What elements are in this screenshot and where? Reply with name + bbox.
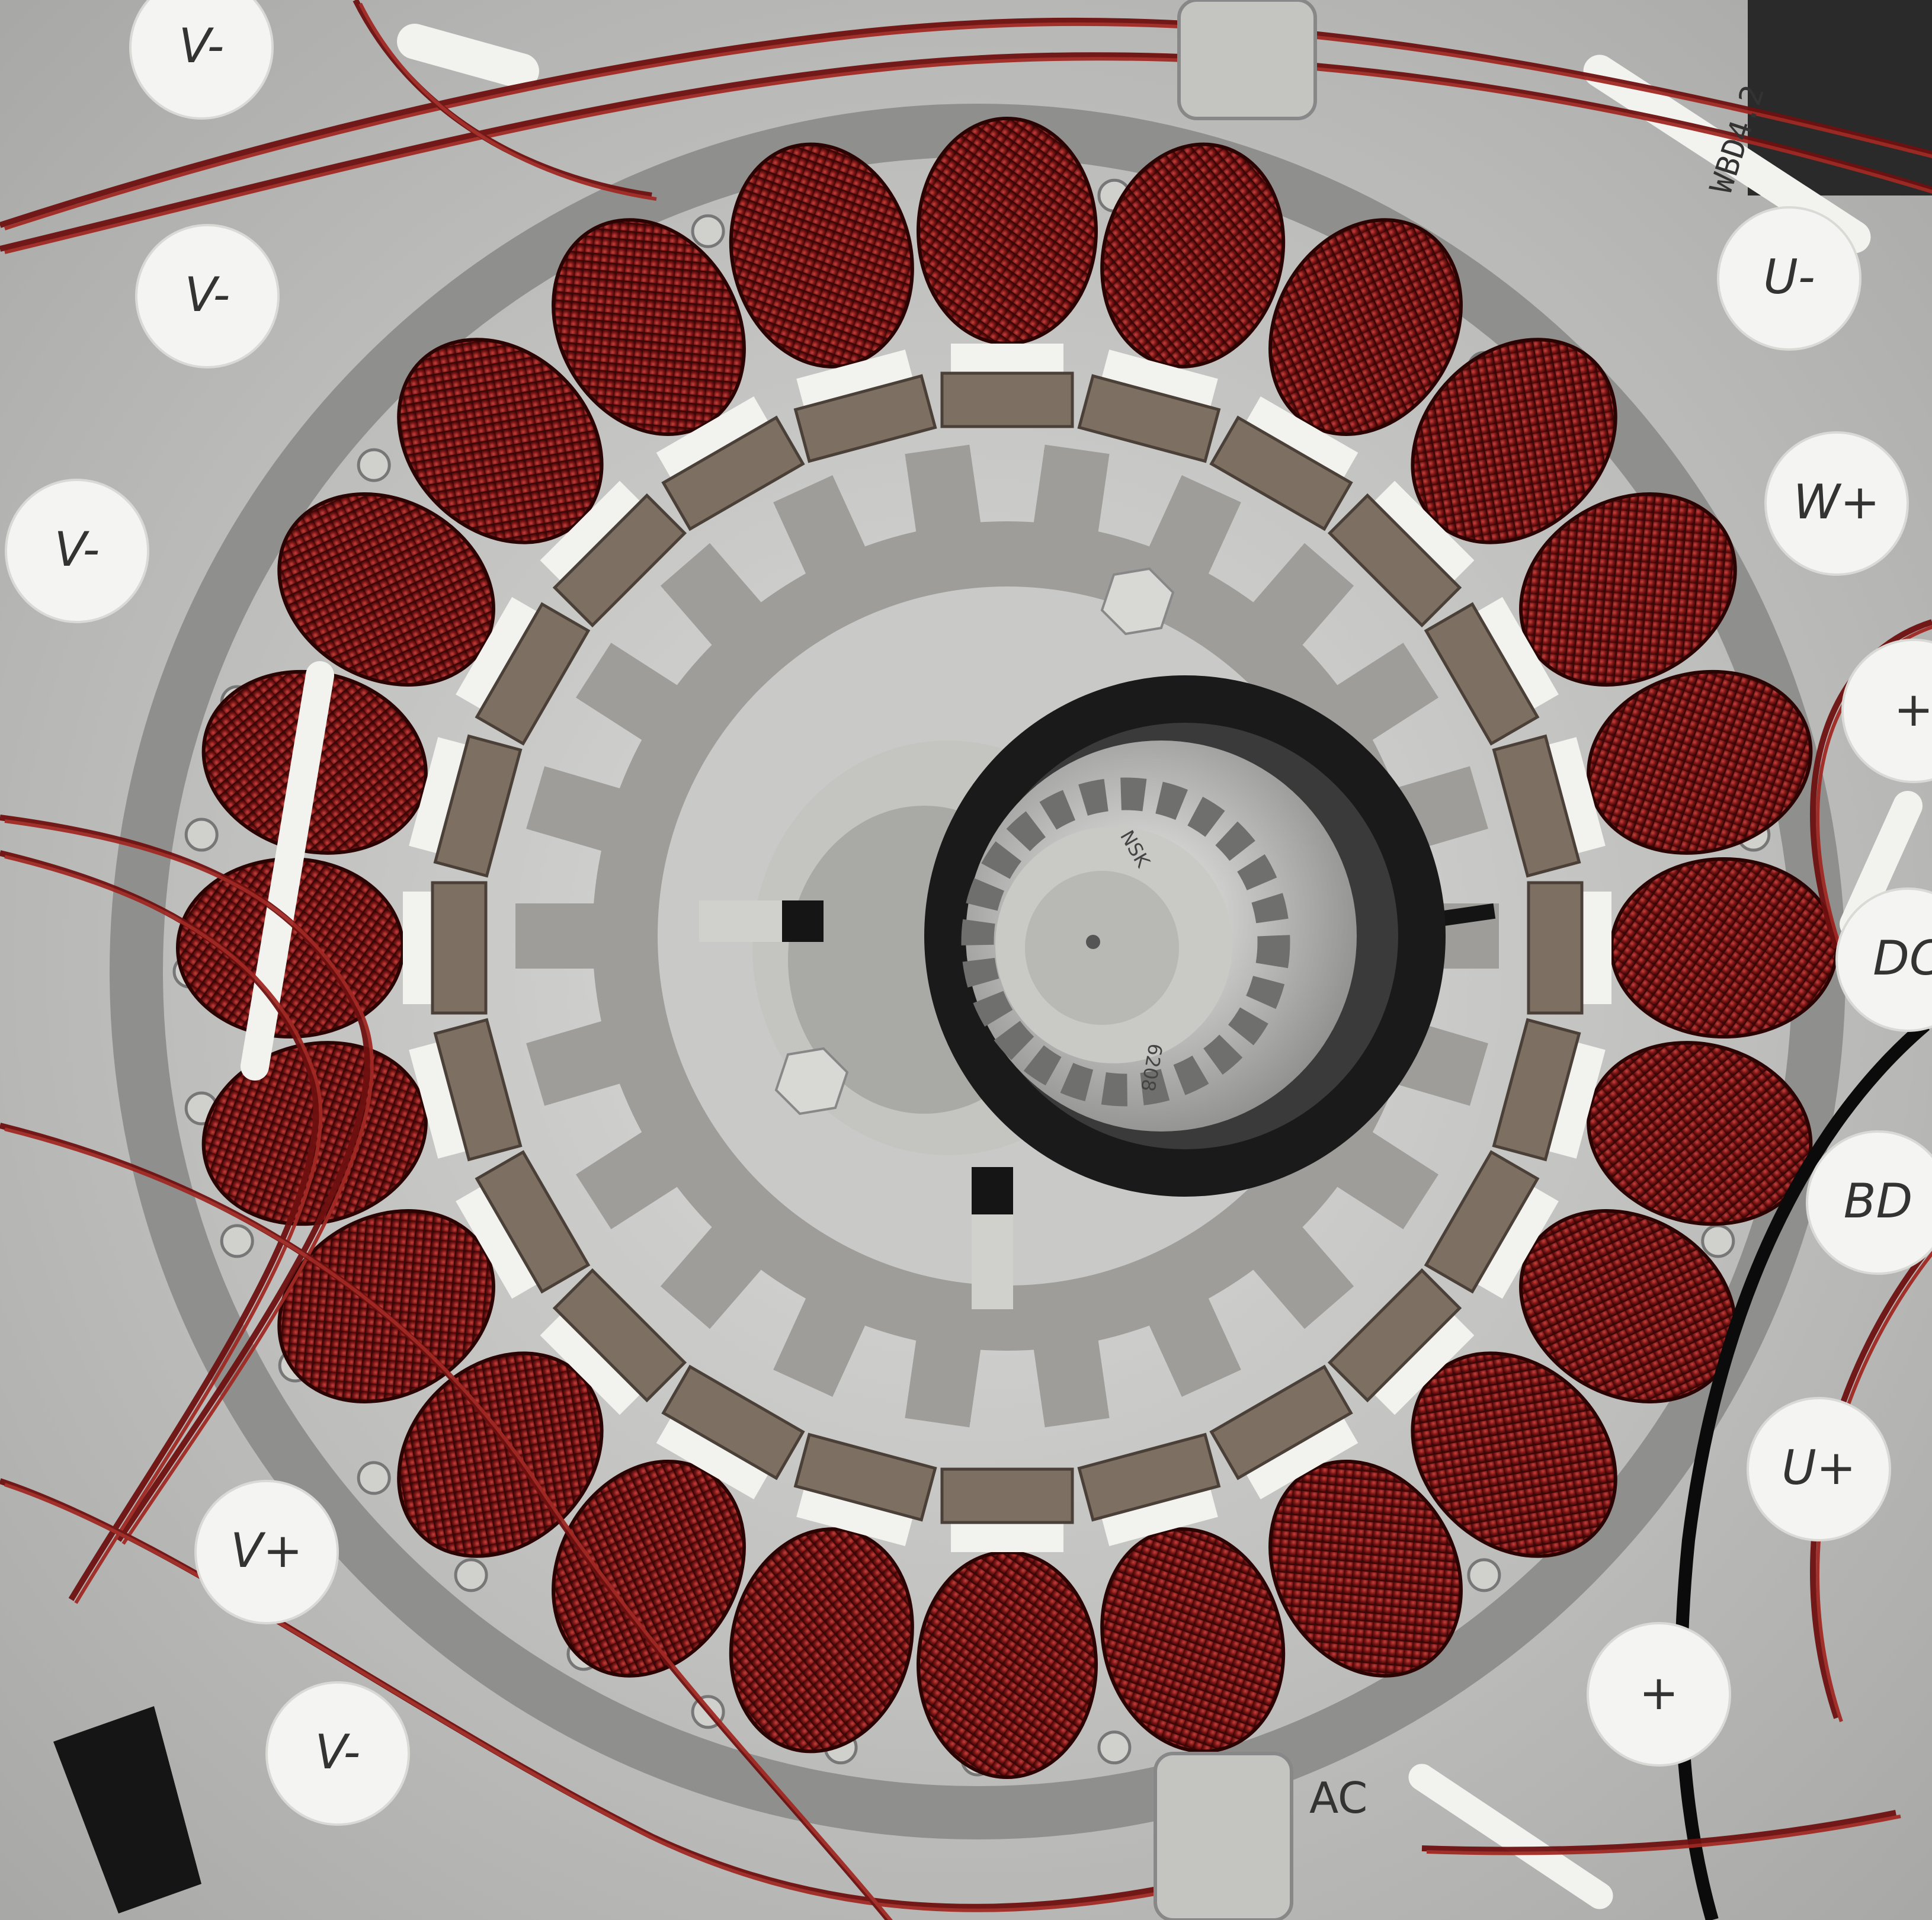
bolt-icon <box>691 214 725 248</box>
insulation-tubes <box>241 24 1923 1909</box>
coil <box>1327 1268 1617 1558</box>
hex-nut <box>1100 567 1175 636</box>
coil <box>917 117 1098 428</box>
coil <box>1077 142 1286 463</box>
sticker-label: W+ <box>1764 431 1909 576</box>
coil <box>729 1432 937 1754</box>
sticker-label-text: V- <box>315 1725 361 1780</box>
coil <box>1527 857 1838 1038</box>
bolt-icon <box>357 1461 391 1495</box>
sticker-label-text: V- <box>185 267 230 322</box>
black-tape <box>53 1706 201 1913</box>
coil <box>277 1150 591 1403</box>
coil <box>917 1467 1098 1779</box>
sticker-label-text: U- <box>1763 249 1815 304</box>
bracket-top <box>1177 0 1317 120</box>
coil <box>277 492 591 746</box>
lead-wire <box>0 17 1932 228</box>
sticker-label-text: U+ <box>1782 1440 1856 1495</box>
coil <box>1327 338 1617 628</box>
sticker-label: BD <box>1806 1130 1932 1275</box>
sticker-label: DC <box>1835 887 1932 1032</box>
sticker-label: V- <box>135 224 280 368</box>
sensor-bolt-left <box>699 900 824 942</box>
bolt-icon <box>1467 1558 1501 1592</box>
coil <box>1209 1364 1463 1678</box>
sticker-label: V- <box>129 0 274 120</box>
bolt-icon <box>220 1224 254 1258</box>
coil <box>1492 1018 1813 1226</box>
coil <box>552 1364 805 1678</box>
coil <box>729 142 937 463</box>
sticker-label-text: V+ <box>230 1523 303 1578</box>
lead-wire <box>0 52 1932 252</box>
tag-label: AC <box>1309 1773 1367 1823</box>
sensor-bolt-bottom <box>972 1167 1013 1309</box>
sticker-label: V- <box>265 1681 410 1826</box>
coil <box>397 338 687 628</box>
sticker-label: + <box>1841 639 1932 783</box>
sticker-label: U- <box>1717 206 1861 351</box>
sticker-label-text: W+ <box>1793 475 1880 530</box>
bolt-icon <box>1701 1224 1735 1258</box>
sticker-label-text: DC <box>1873 931 1932 986</box>
sticker-label: V- <box>5 479 149 623</box>
coil <box>1077 1432 1286 1754</box>
lead-wire <box>1421 1810 1896 1853</box>
coil <box>1209 218 1463 531</box>
coil <box>1492 669 1813 878</box>
hex-nut <box>774 1047 849 1116</box>
sticker-label-text: V- <box>55 522 100 577</box>
sticker-label: U+ <box>1747 1397 1891 1541</box>
sticker-label: + <box>1587 1622 1731 1767</box>
coil <box>1424 1150 1737 1403</box>
bolt-icon <box>357 448 391 482</box>
coil <box>176 857 488 1038</box>
sticker-label: V+ <box>194 1480 339 1624</box>
bolt-icon <box>454 1558 488 1592</box>
lead-wire <box>0 815 370 1542</box>
sticker-label-text: + <box>1639 1665 1678 1720</box>
bolt-icon <box>184 818 219 852</box>
black-cable <box>1674 1020 1930 1920</box>
coil <box>1424 492 1737 746</box>
sticker-label-text: BD <box>1844 1174 1912 1229</box>
coil-ring <box>176 117 1838 1779</box>
sticker-label-text: V- <box>179 18 225 73</box>
bracket-bottom <box>1154 1752 1293 1920</box>
shaft-center <box>1086 935 1100 949</box>
coil <box>552 218 805 531</box>
shaft-end <box>1025 871 1179 1025</box>
bolt-icon <box>1097 1730 1132 1765</box>
sticker-label-text: + <box>1893 682 1932 737</box>
lead-wire <box>1810 619 1932 949</box>
bearing-balls-track <box>961 777 1290 1107</box>
